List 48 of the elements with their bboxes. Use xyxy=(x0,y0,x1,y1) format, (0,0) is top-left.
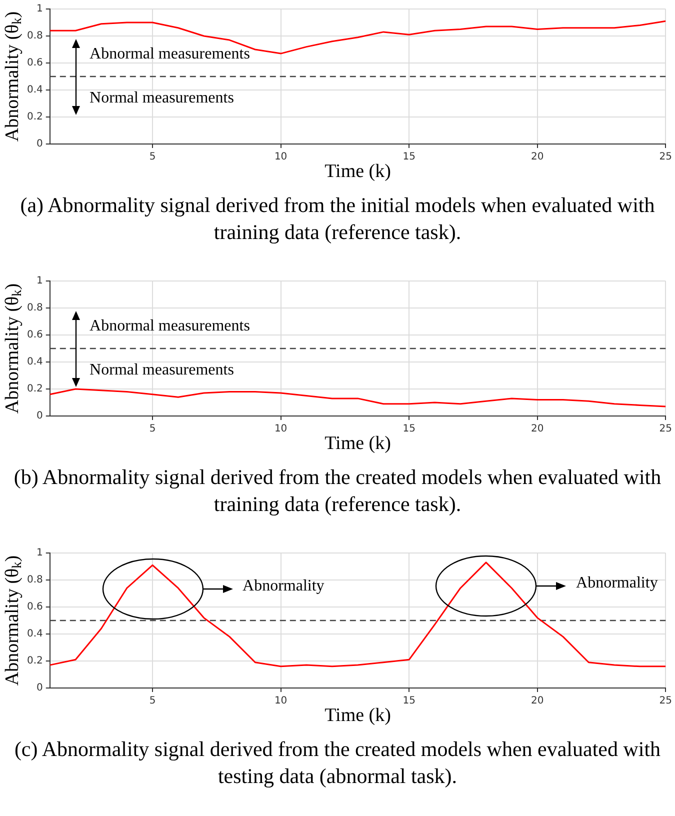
y-tick-label: 0.6 xyxy=(26,330,43,341)
y-tick-label: 0.6 xyxy=(26,58,43,69)
x-tick-label: 15 xyxy=(402,424,416,435)
y-tick-label: 1 xyxy=(36,276,43,287)
x-tick-label: 25 xyxy=(659,696,672,707)
y-tick-label: 1 xyxy=(36,548,43,559)
y-tick-label: 0.4 xyxy=(26,356,43,368)
y-tick-label: 0 xyxy=(36,138,43,150)
x-tick-label: 25 xyxy=(659,152,672,163)
y-tick-label: 0.2 xyxy=(26,656,43,667)
y-tick-label: 0.4 xyxy=(26,84,43,96)
y-tick-label: 0.8 xyxy=(26,302,43,314)
y-tick-label: 0.2 xyxy=(26,112,43,123)
y-tick-label: 0.4 xyxy=(26,628,43,640)
x-tick-label: 10 xyxy=(274,152,288,163)
x-tick-label: 20 xyxy=(530,152,544,163)
text: (a) Abnormality signal derived from the initial models when evaluated with training data (reference task). xyxy=(19,192,656,246)
y-tick-label: 0 xyxy=(36,410,43,422)
y-tick-label: 0.6 xyxy=(26,602,43,613)
annotation: Abnormality xyxy=(576,574,658,592)
y-axis-title: Abnormality (θk) xyxy=(2,555,24,686)
y-tick-label: 1 xyxy=(36,4,43,15)
y-tick-label: 0.2 xyxy=(26,384,43,395)
x-tick-label: 20 xyxy=(530,424,544,435)
x-tick-label: 15 xyxy=(402,152,416,163)
x-tick-label: 5 xyxy=(149,696,156,707)
x-tick-label: 25 xyxy=(659,424,672,435)
text: (b) Abnormality signal derived from the created models when evaluated with training data (reference task). xyxy=(12,464,662,518)
y-tick-label: 0 xyxy=(36,682,43,694)
annotation: Abnormal measurements xyxy=(90,318,250,335)
x-tick-label: 5 xyxy=(149,152,156,163)
annotation: Abnormal measurements xyxy=(90,46,250,63)
x-tick-label: 15 xyxy=(402,696,416,707)
annotation: Abnormality xyxy=(242,577,324,594)
y-axis-title: Abnormality (θk) xyxy=(2,283,24,414)
x-tick-label: 10 xyxy=(274,424,288,435)
y-tick-label: 0.8 xyxy=(26,30,43,42)
y-tick-label: 0.8 xyxy=(26,574,43,586)
x-tick-label: 20 xyxy=(530,696,544,707)
x-axis-title: Time (k) xyxy=(324,432,391,454)
x-tick-label: 5 xyxy=(149,424,156,435)
y-axis-title: Abnormality (θk) xyxy=(2,11,24,142)
x-axis-title: Time (k) xyxy=(324,704,391,726)
annotation: Normal measurements xyxy=(90,90,234,107)
text: (c) Abnormality signal derived from the created models when evaluated with testing data (abnormal task). xyxy=(13,736,662,790)
annotation: Normal measurements xyxy=(90,362,234,379)
x-tick-label: 10 xyxy=(274,696,288,707)
x-axis-title: Time (k) xyxy=(324,160,391,182)
